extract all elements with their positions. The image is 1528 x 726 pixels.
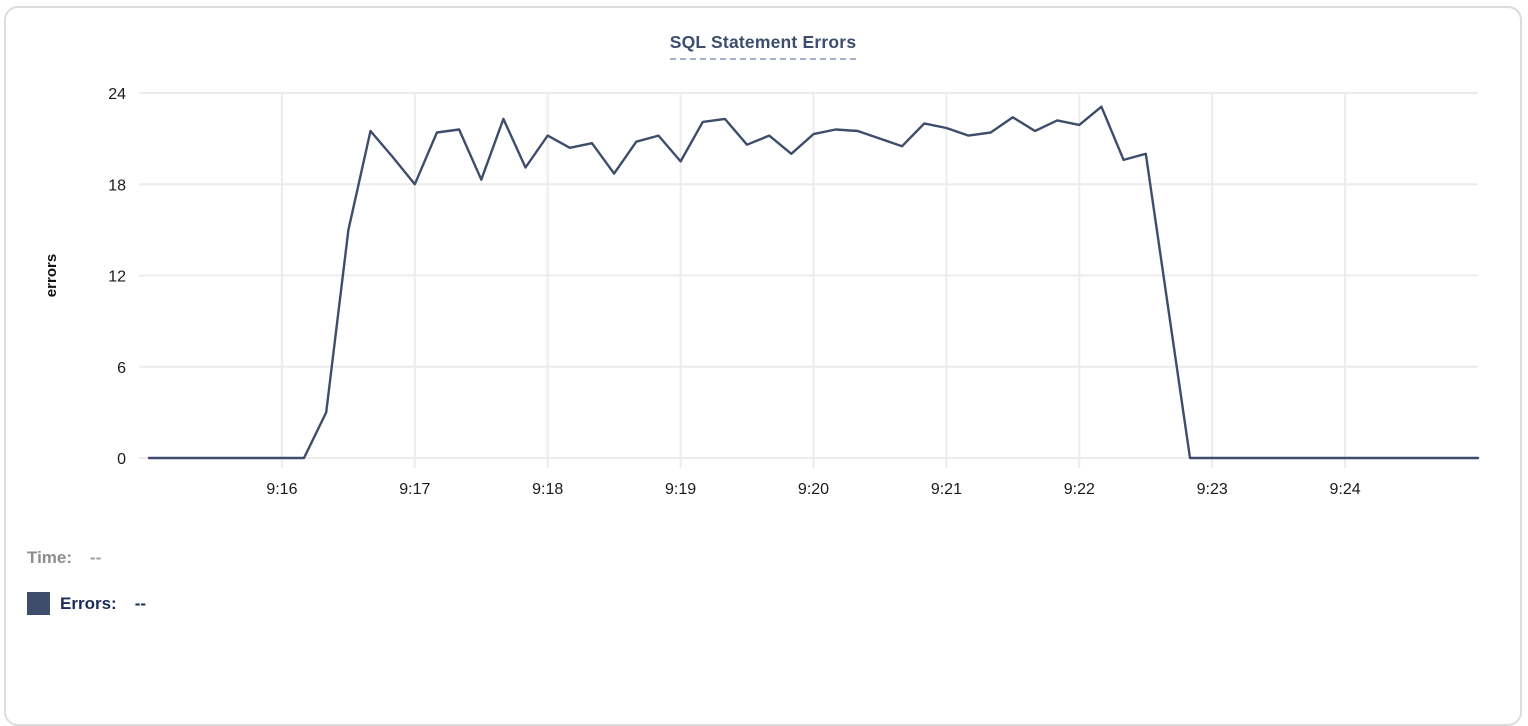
sql-statement-errors-chart[interactable]: 0 6 12 18 24 9:16 9:17 9:18 9:19 9:20 9:21 9:22 9:23… [6, 8, 1528, 520]
x-tick-label: 9:23 [1197, 481, 1228, 498]
errors-label: Errors: [60, 593, 117, 613]
x-tick-label: 9:24 [1330, 481, 1361, 498]
y-tick-label: 6 [117, 360, 126, 377]
chart-card: SQL Statement Errors 0 6 12 18 24 9:16 9:17 9:1… [4, 6, 1522, 726]
errors-legend-swatch [27, 592, 50, 615]
x-tick-label: 9:20 [798, 481, 829, 498]
errors-value: -- [134, 593, 147, 613]
y-tick-label: 12 [108, 269, 126, 286]
y-tick-label: 0 [117, 451, 126, 468]
errors-readout-row: Errors: -- [27, 592, 146, 615]
chart-header: SQL Statement Errors [6, 32, 1520, 60]
time-value: -- [90, 548, 102, 567]
x-tick-label: 9:18 [532, 481, 563, 498]
series-line-errors [147, 105, 1480, 460]
x-tick-label: 9:16 [266, 481, 297, 498]
chart-title-link[interactable]: SQL Statement Errors [669, 32, 857, 60]
time-label: Time: [27, 548, 73, 567]
x-tick-label: 9:19 [665, 481, 696, 498]
x-tick-label: 9:17 [399, 481, 430, 498]
y-axis-label: errors [43, 254, 60, 297]
y-tick-label: 18 [108, 177, 126, 194]
x-tick-label: 9:21 [931, 481, 962, 498]
time-readout-row: Time: -- [27, 548, 101, 568]
x-tick-label: 9:22 [1064, 481, 1095, 498]
y-tick-label: 24 [108, 86, 126, 103]
